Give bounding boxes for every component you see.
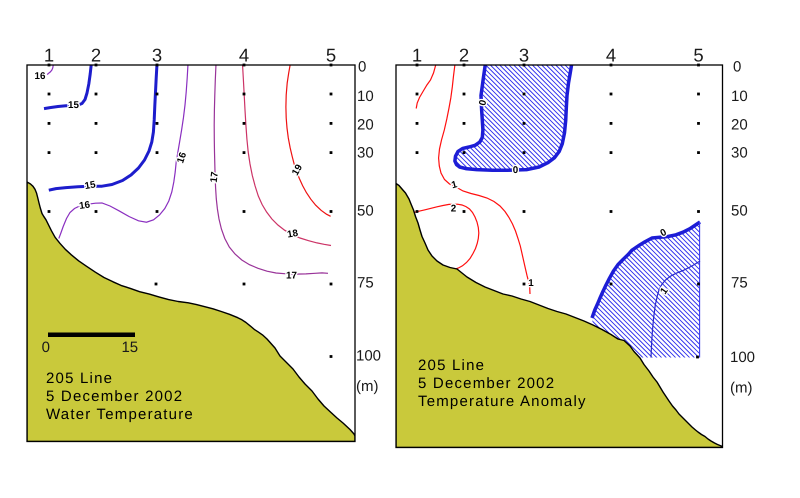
svg-text:17: 17 xyxy=(286,270,297,281)
svg-text:30: 30 xyxy=(731,145,748,162)
svg-text:0: 0 xyxy=(358,59,366,76)
svg-text:10: 10 xyxy=(731,88,748,105)
svg-text:100: 100 xyxy=(730,349,755,366)
svg-text:10: 10 xyxy=(357,88,374,105)
svg-text:100: 100 xyxy=(356,348,381,365)
svg-text:5: 5 xyxy=(326,45,336,66)
svg-text:0: 0 xyxy=(477,98,489,107)
svg-text:2: 2 xyxy=(459,45,469,66)
svg-text:17: 17 xyxy=(209,171,221,184)
svg-text:1: 1 xyxy=(450,179,459,191)
svg-text:15: 15 xyxy=(68,100,79,111)
svg-text:205 Line: 205 Line xyxy=(418,357,485,374)
svg-text:18: 18 xyxy=(286,228,299,241)
svg-text:30: 30 xyxy=(357,145,374,162)
svg-text:0: 0 xyxy=(42,339,50,356)
svg-text:4: 4 xyxy=(606,45,616,66)
svg-text:1: 1 xyxy=(44,45,54,66)
svg-text:20: 20 xyxy=(357,117,374,134)
svg-text:5 December 2002: 5 December 2002 xyxy=(46,388,183,405)
svg-text:15: 15 xyxy=(121,339,138,356)
svg-text:15: 15 xyxy=(84,179,97,192)
svg-text:2: 2 xyxy=(91,45,101,66)
svg-text:Water Temperature: Water Temperature xyxy=(46,406,194,423)
svg-text:5: 5 xyxy=(693,45,703,66)
svg-text:3: 3 xyxy=(152,45,162,66)
svg-text:5 December 2002: 5 December 2002 xyxy=(418,375,555,392)
svg-text:4: 4 xyxy=(239,45,249,66)
svg-text:1: 1 xyxy=(412,45,422,66)
svg-text:2: 2 xyxy=(451,203,457,214)
svg-text:1: 1 xyxy=(528,278,534,289)
svg-text:50: 50 xyxy=(357,203,374,220)
svg-text:20: 20 xyxy=(731,117,748,134)
svg-text:0: 0 xyxy=(733,59,741,76)
svg-text:205 Line: 205 Line xyxy=(46,370,113,387)
svg-text:16: 16 xyxy=(35,71,46,82)
svg-text:50: 50 xyxy=(731,203,748,220)
svg-text:75: 75 xyxy=(731,275,748,292)
svg-text:3: 3 xyxy=(519,45,529,66)
svg-text:(m): (m) xyxy=(356,378,379,395)
svg-text:16: 16 xyxy=(79,200,92,212)
svg-text:75: 75 xyxy=(357,275,374,292)
svg-text:Temperature Anomaly: Temperature Anomaly xyxy=(418,393,587,410)
svg-text:(m): (m) xyxy=(730,380,753,397)
svg-text:0: 0 xyxy=(513,165,519,176)
